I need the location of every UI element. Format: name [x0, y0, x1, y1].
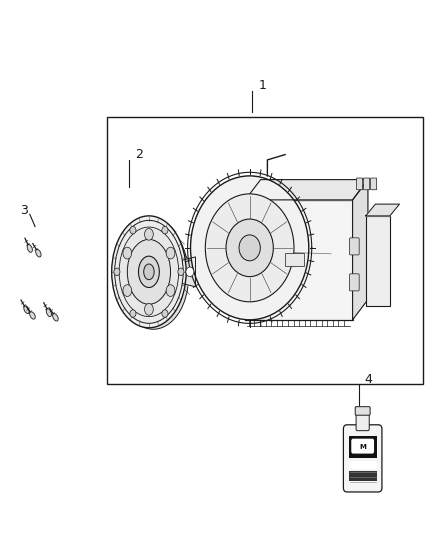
- Ellipse shape: [35, 249, 41, 257]
- FancyBboxPatch shape: [343, 425, 382, 492]
- Ellipse shape: [119, 227, 179, 317]
- Polygon shape: [366, 204, 399, 216]
- Circle shape: [178, 268, 184, 276]
- Ellipse shape: [118, 223, 189, 329]
- Text: 3: 3: [20, 204, 28, 217]
- Bar: [107, 117, 423, 384]
- Circle shape: [226, 219, 273, 277]
- FancyBboxPatch shape: [349, 471, 377, 481]
- Ellipse shape: [46, 309, 52, 317]
- FancyBboxPatch shape: [355, 407, 370, 415]
- Ellipse shape: [53, 313, 58, 321]
- Circle shape: [130, 227, 136, 234]
- Ellipse shape: [115, 220, 183, 324]
- Ellipse shape: [123, 247, 132, 259]
- Ellipse shape: [145, 229, 153, 240]
- Text: 1: 1: [258, 79, 266, 92]
- Ellipse shape: [30, 312, 35, 319]
- Ellipse shape: [24, 306, 29, 313]
- Text: 2: 2: [135, 148, 143, 161]
- FancyBboxPatch shape: [245, 200, 353, 320]
- Ellipse shape: [144, 264, 154, 280]
- FancyBboxPatch shape: [351, 439, 374, 454]
- Ellipse shape: [123, 285, 132, 296]
- Ellipse shape: [138, 256, 159, 287]
- Circle shape: [186, 267, 194, 277]
- Text: M: M: [359, 443, 366, 450]
- FancyBboxPatch shape: [350, 274, 359, 291]
- Ellipse shape: [166, 247, 175, 259]
- FancyBboxPatch shape: [350, 238, 359, 255]
- Circle shape: [191, 176, 309, 320]
- FancyBboxPatch shape: [349, 436, 377, 458]
- Ellipse shape: [145, 303, 153, 315]
- Circle shape: [239, 235, 260, 261]
- Polygon shape: [353, 180, 368, 320]
- FancyBboxPatch shape: [356, 413, 369, 431]
- Circle shape: [162, 310, 168, 317]
- Ellipse shape: [27, 245, 32, 252]
- FancyBboxPatch shape: [285, 253, 304, 266]
- Circle shape: [205, 194, 294, 302]
- FancyBboxPatch shape: [366, 216, 390, 306]
- Text: 4: 4: [365, 373, 373, 386]
- Polygon shape: [183, 257, 195, 287]
- Ellipse shape: [166, 285, 175, 296]
- Circle shape: [162, 227, 168, 234]
- Ellipse shape: [112, 216, 186, 328]
- Circle shape: [114, 268, 120, 276]
- FancyBboxPatch shape: [357, 178, 363, 190]
- Ellipse shape: [127, 239, 170, 304]
- Circle shape: [130, 310, 136, 317]
- Polygon shape: [245, 180, 368, 200]
- FancyBboxPatch shape: [349, 461, 377, 469]
- FancyBboxPatch shape: [371, 178, 377, 190]
- FancyBboxPatch shape: [364, 178, 370, 190]
